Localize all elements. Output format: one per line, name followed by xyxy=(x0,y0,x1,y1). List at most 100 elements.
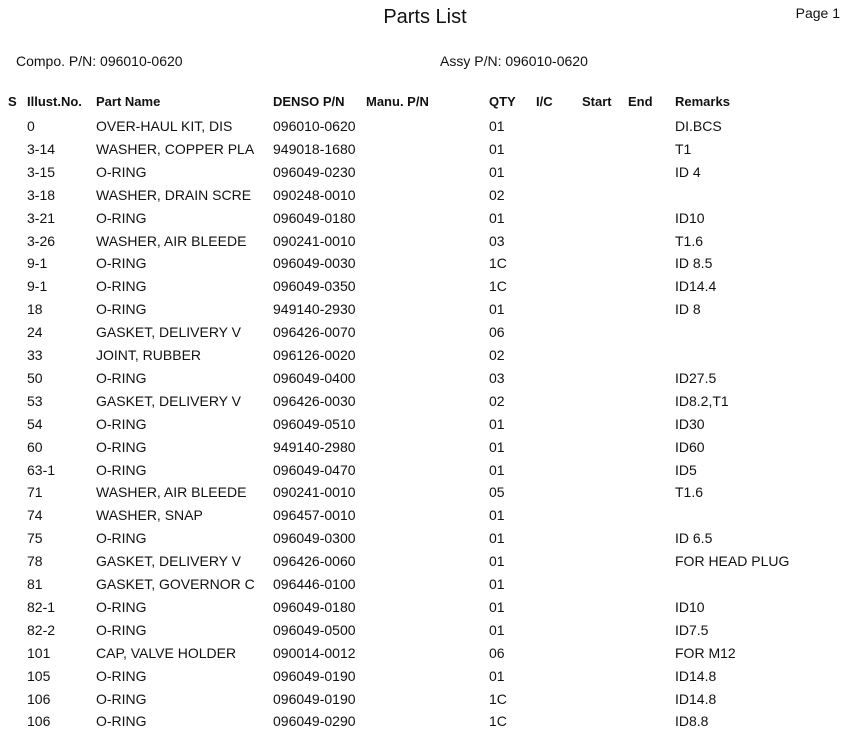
cell-part-name: O-RING xyxy=(96,438,147,455)
cell-qty: 01 xyxy=(489,461,505,478)
cell-denso-pn: 096049-0180 xyxy=(273,209,356,226)
table-row: 60 O-RING 949140-2980 01 ID60 xyxy=(0,439,850,459)
cell-denso-pn: 090241-0010 xyxy=(273,232,356,249)
cell-part-name: WASHER, DRAIN SCRE xyxy=(96,186,252,203)
cell-part-name: O-RING xyxy=(96,530,147,547)
cell-part-name: WASHER, SNAP xyxy=(96,507,203,524)
col-part-name: Part Name xyxy=(96,94,161,109)
cell-denso-pn: 096049-0400 xyxy=(273,369,356,386)
cell-illust-no: 78 xyxy=(27,553,43,570)
cell-remarks: FOR HEAD PLUG xyxy=(675,553,790,570)
cell-denso-pn: 096010-0620 xyxy=(273,118,356,134)
cell-part-name: O-RING xyxy=(96,621,147,638)
cell-qty: 01 xyxy=(489,553,505,570)
cell-denso-pn: 096457-0010 xyxy=(273,507,356,524)
table-row: 3-26 WASHER, AIR BLEEDE 090241-0010 03 T1.6 xyxy=(0,233,850,253)
table-row: 3-18 WASHER, DRAIN SCRE 090248-0010 02 xyxy=(0,187,850,207)
cell-denso-pn: 096049-0350 xyxy=(273,278,356,295)
cell-remarks: ID8.8 xyxy=(675,713,709,730)
cell-denso-pn: 949140-2930 xyxy=(273,301,356,318)
cell-denso-pn: 096049-0230 xyxy=(273,163,356,180)
cell-qty: 06 xyxy=(489,324,505,341)
cell-remarks: T1.6 xyxy=(675,484,704,501)
cell-part-name: O-RING xyxy=(96,255,147,272)
table-row: 106 O-RING 096049-0290 1C ID8.8 xyxy=(0,713,850,733)
cell-part-name: O-RING xyxy=(96,713,147,730)
cell-remarks: ID7.5 xyxy=(675,621,709,638)
cell-qty: 01 xyxy=(489,598,505,615)
cell-illust-no: 18 xyxy=(27,301,43,318)
table-row: 106 O-RING 096049-0190 1C ID14.8 xyxy=(0,691,850,711)
cell-qty: 02 xyxy=(489,347,505,363)
page-title: Parts List xyxy=(383,6,467,28)
cell-denso-pn: 090248-0010 xyxy=(273,186,356,203)
cell-qty: 01 xyxy=(489,301,505,318)
cell-qty: 03 xyxy=(489,232,505,249)
cell-denso-pn: 096426-0060 xyxy=(273,553,356,570)
cell-illust-no: 106 xyxy=(27,690,51,707)
cell-illust-no: 9-1 xyxy=(27,278,48,295)
cell-remarks: T1 xyxy=(675,140,692,157)
cell-illust-no: 82-2 xyxy=(27,621,56,638)
cell-remarks: ID 4 xyxy=(675,163,701,180)
table-row: 71 WASHER, AIR BLEEDE 090241-0010 05 T1.6 xyxy=(0,484,850,504)
cell-part-name: CAP, VALVE HOLDER xyxy=(96,644,237,661)
cell-illust-no: 24 xyxy=(27,324,43,341)
cell-illust-no: 75 xyxy=(27,530,43,547)
cell-qty: 1C xyxy=(489,713,507,730)
table-row: 105 O-RING 096049-0190 01 ID14.8 xyxy=(0,668,850,688)
cell-remarks: ID10 xyxy=(675,598,705,615)
cell-remarks: DI.BCS xyxy=(675,118,722,134)
cell-denso-pn: 096049-0030 xyxy=(273,255,356,272)
cell-remarks: ID8.2,T1 xyxy=(675,392,729,409)
cell-denso-pn: 949140-2980 xyxy=(273,438,356,455)
table-row: 3-21 O-RING 096049-0180 01 ID10 xyxy=(0,210,850,230)
cell-illust-no: 60 xyxy=(27,438,43,455)
cell-denso-pn: 949018-1680 xyxy=(273,140,356,157)
col-end: End xyxy=(628,94,653,109)
cell-qty: 02 xyxy=(489,186,505,203)
cell-remarks: T1.6 xyxy=(675,232,704,249)
cell-illust-no: 50 xyxy=(27,369,43,386)
table-row: 82-2 O-RING 096049-0500 01 ID7.5 xyxy=(0,622,850,642)
cell-denso-pn: 096049-0510 xyxy=(273,415,356,432)
cell-qty: 1C xyxy=(489,690,507,707)
cell-illust-no: 106 xyxy=(27,713,51,730)
cell-remarks: ID 6.5 xyxy=(675,530,713,547)
cell-denso-pn: 096049-0180 xyxy=(273,598,356,615)
cell-remarks: ID14.8 xyxy=(675,667,717,684)
col-illust-no: Illust.No. xyxy=(27,94,82,109)
cell-remarks: ID10 xyxy=(675,209,705,226)
col-start: Start xyxy=(582,94,612,109)
compo-part-number: Compo. P/N: 096010-0620 xyxy=(16,53,183,69)
cell-qty: 01 xyxy=(489,530,505,547)
cell-qty: 03 xyxy=(489,369,505,386)
table-row: 9-1 O-RING 096049-0030 1C ID 8.5 xyxy=(0,255,850,275)
col-denso-pn: DENSO P/N xyxy=(273,94,345,109)
cell-illust-no: 33 xyxy=(27,347,43,363)
cell-part-name: WASHER, COPPER PLA xyxy=(96,140,255,157)
cell-qty: 01 xyxy=(489,507,505,524)
cell-denso-pn: 096126-0020 xyxy=(273,347,356,363)
cell-remarks: ID60 xyxy=(675,438,705,455)
table-row: 74 WASHER, SNAP 096457-0010 01 xyxy=(0,507,850,527)
cell-illust-no: 82-1 xyxy=(27,598,56,615)
cell-qty: 01 xyxy=(489,209,505,226)
page-number: Page 1 xyxy=(795,5,840,21)
table-row: 54 O-RING 096049-0510 01 ID30 xyxy=(0,416,850,436)
cell-qty: 01 xyxy=(489,576,505,592)
cell-part-name: O-RING xyxy=(96,163,147,180)
cell-illust-no: 54 xyxy=(27,415,43,432)
cell-illust-no: 3-21 xyxy=(27,209,56,226)
cell-part-name: GASKET, DELIVERY V xyxy=(96,553,241,570)
cell-illust-no: 9-1 xyxy=(27,255,48,272)
cell-part-name: JOINT, RUBBER xyxy=(96,347,202,363)
cell-remarks: ID14.8 xyxy=(675,690,717,707)
table-row: 50 O-RING 096049-0400 03 ID27.5 xyxy=(0,370,850,390)
cell-illust-no: 3-15 xyxy=(27,163,56,180)
cell-qty: 01 xyxy=(489,415,505,432)
table-row: 18 O-RING 949140-2930 01 ID 8 xyxy=(0,301,850,321)
table-row: 75 O-RING 096049-0300 01 ID 6.5 xyxy=(0,530,850,550)
cell-denso-pn: 096049-0190 xyxy=(273,667,356,684)
cell-qty: 01 xyxy=(489,163,505,180)
